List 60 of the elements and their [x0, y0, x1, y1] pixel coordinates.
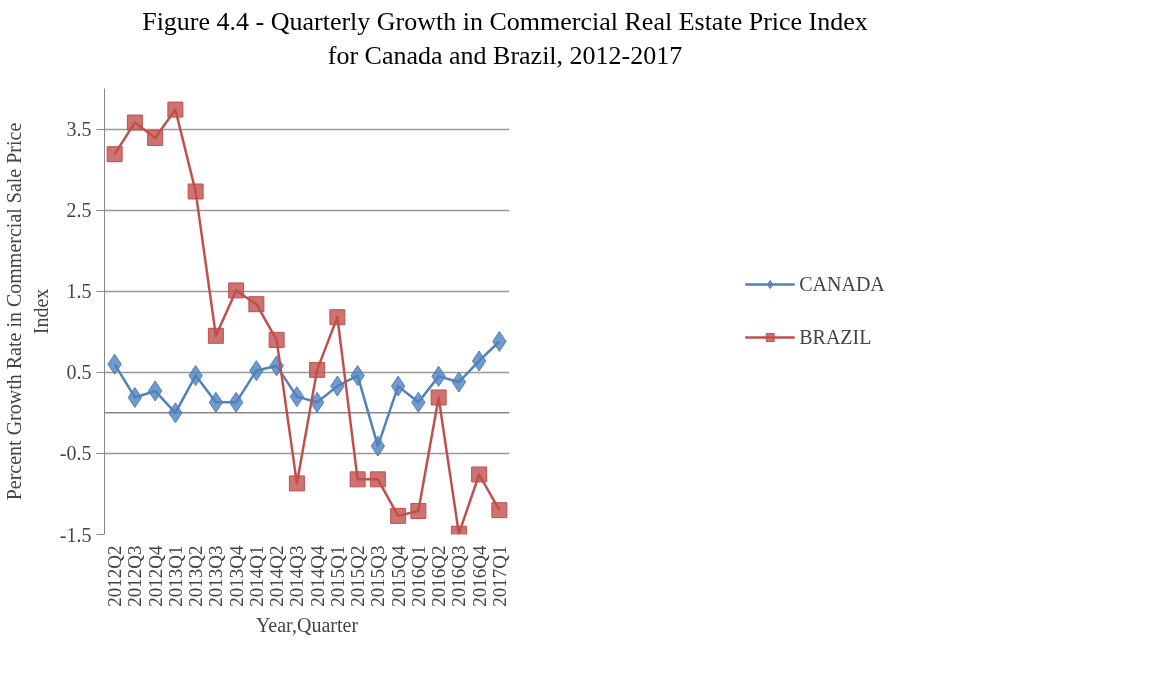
- x-tick-label: 2013Q3: [205, 545, 227, 607]
- y-axis-title: Percent Growth Rate in Commercial Sale Price Index: [3, 122, 52, 500]
- point: [451, 371, 467, 393]
- x-axis-title: Year,Quarter: [255, 613, 359, 636]
- point: [288, 475, 305, 492]
- x-tick-label: 2016Q4: [468, 544, 490, 607]
- legend-label: BRAZIL: [799, 325, 872, 349]
- point: [228, 391, 244, 413]
- point: [147, 129, 164, 146]
- y-tick-label: -1.5: [59, 523, 92, 546]
- x-tick-label: 2013Q4: [225, 544, 247, 607]
- point: [369, 470, 386, 487]
- point: [471, 350, 487, 372]
- point: [309, 391, 325, 413]
- point: [207, 327, 224, 344]
- point: [390, 375, 406, 397]
- x-tick-label: 2013Q2: [185, 545, 207, 607]
- x-tick-label: 2012Q4: [144, 544, 166, 607]
- point: [127, 386, 143, 408]
- x-tick-label: 2012Q3: [124, 545, 146, 607]
- x-tick-label: 2013Q1: [164, 545, 186, 607]
- point: [309, 361, 326, 378]
- point: [370, 435, 386, 457]
- point: [106, 145, 123, 162]
- point: [491, 501, 508, 518]
- x-tick-label: 2014Q4: [306, 544, 328, 607]
- x-tick-label: 2016Q3: [448, 545, 470, 607]
- y-tick-label: 2.5: [66, 198, 92, 221]
- point: [208, 391, 224, 413]
- point: [187, 183, 204, 200]
- legend-label: CANADA: [799, 272, 885, 296]
- x-tick-label: 2014Q3: [286, 545, 308, 607]
- point: [430, 389, 447, 406]
- x-tick-label: 2014Q1: [245, 545, 267, 607]
- point: [167, 101, 184, 118]
- x-tick-label: 2014Q2: [266, 545, 288, 607]
- y-tick-label: 0.5: [66, 360, 92, 383]
- point: [289, 385, 305, 407]
- point: [349, 470, 366, 487]
- y-tick-label: 3.5: [66, 117, 92, 140]
- point: [126, 114, 143, 131]
- x-tick-label: 2017Q1: [488, 545, 510, 607]
- point: [471, 466, 488, 483]
- chart-title: Figure 4.4 - Quarterly Growth in Commercial Real Estate Price Index for Canada and Brazil, 2012-2017: [142, 6, 868, 72]
- point: [147, 380, 163, 402]
- x-tick-label: 2015Q4: [387, 544, 409, 607]
- x-tick-label: 2015Q3: [367, 545, 389, 607]
- point: [248, 295, 265, 312]
- point: [268, 331, 285, 348]
- x-tick-label: 2016Q2: [428, 545, 450, 607]
- point: [410, 502, 427, 519]
- x-tick-label: 2012Q2: [104, 545, 126, 607]
- x-tick-label: 2015Q2: [347, 545, 369, 607]
- y-tick-label: 1.5: [66, 279, 92, 302]
- point: [390, 507, 407, 524]
- point: [228, 282, 245, 299]
- x-tick-label: 2015Q1: [326, 545, 348, 607]
- point: [329, 308, 346, 325]
- y-tick-label: -0.5: [59, 442, 92, 464]
- x-tick-label: 2016Q1: [407, 545, 429, 607]
